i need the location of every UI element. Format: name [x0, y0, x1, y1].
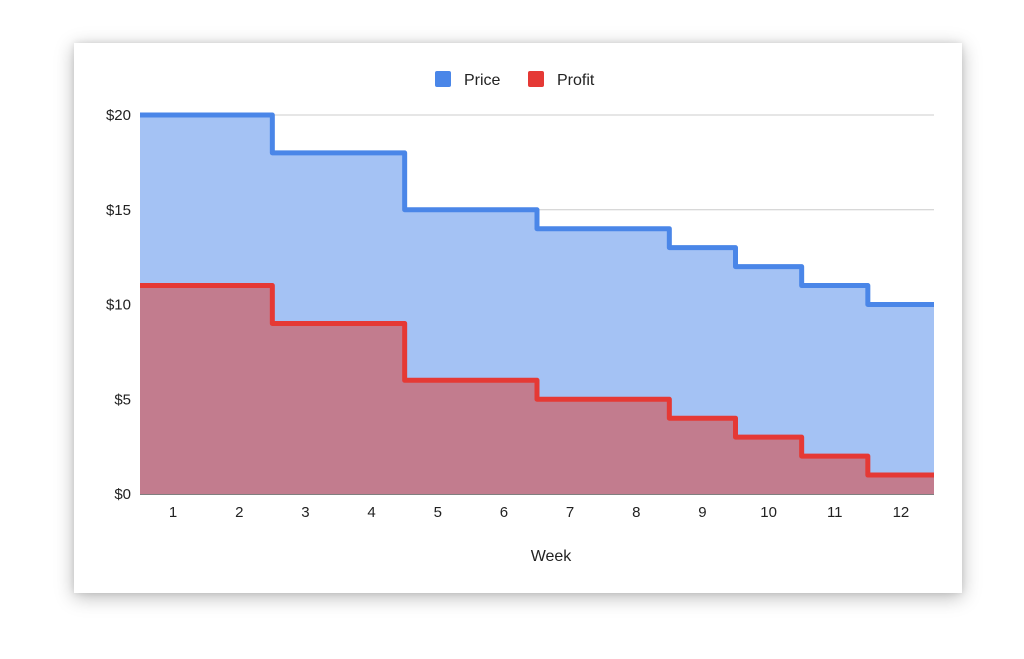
legend: Price Profit	[435, 71, 595, 89]
x-axis-title: Week	[531, 548, 573, 565]
legend-swatch-profit	[528, 71, 544, 87]
y-tick-label: $15	[106, 202, 131, 219]
legend-label-price: Price	[464, 72, 501, 89]
y-axis-ticks: $0 $5 $10 $15 $20	[106, 107, 131, 503]
legend-item-profit: Profit	[528, 71, 595, 89]
x-tick-label: 4	[367, 504, 375, 521]
x-tick-label: 9	[698, 504, 706, 521]
x-tick-label: 12	[893, 504, 910, 521]
x-tick-label: 5	[434, 504, 442, 521]
legend-item-price: Price	[435, 71, 501, 89]
y-tick-label: $10	[106, 297, 131, 314]
x-tick-label: 10	[760, 504, 777, 521]
y-tick-label: $5	[114, 391, 131, 408]
area-fills	[140, 115, 934, 494]
series-lines	[140, 112, 934, 478]
x-tick-label: 7	[566, 504, 574, 521]
step-area-chart: $0$5$10$15$20 1 2 3 4 5 6 7 8 9 10 11 12 Price Profi…	[106, 71, 934, 565]
y-tick-label: $0	[114, 486, 131, 503]
chart-card: $0 $5 $10 $15 $20 1 2 3 4 5 6 7 8 9 10 11 12 Price Profi…	[74, 43, 962, 593]
legend-swatch-price	[435, 71, 451, 87]
x-tick-label: 3	[301, 504, 309, 521]
legend-label-profit: Profit	[557, 72, 595, 89]
x-tick-label: 11	[827, 504, 843, 521]
x-tick-label: 6	[500, 504, 508, 521]
x-tick-label: 8	[632, 504, 640, 521]
profit-line	[140, 283, 934, 478]
x-axis-ticks: 1 2 3 4 5 6 7 8 9 10 11 12	[169, 504, 909, 521]
x-tick-label: 2	[235, 504, 243, 521]
x-tick-label: 1	[169, 504, 177, 521]
y-tick-label: $20	[106, 107, 131, 124]
price-line	[140, 112, 934, 307]
